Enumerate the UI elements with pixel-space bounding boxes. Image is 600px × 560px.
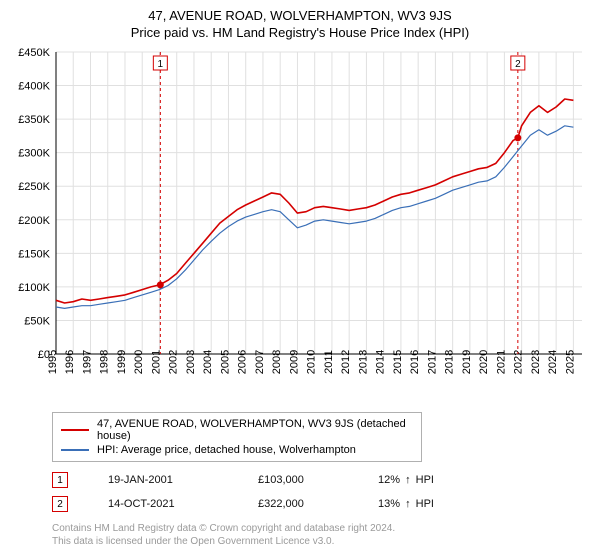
svg-text:2017: 2017	[426, 350, 438, 374]
svg-text:2008: 2008	[271, 350, 283, 374]
footer-line2: This data is licensed under the Open Gov…	[52, 535, 586, 548]
svg-text:1999: 1999	[116, 350, 128, 374]
arrow-up-icon: ↑	[405, 498, 411, 510]
svg-text:£250K: £250K	[18, 181, 50, 193]
legend-label: HPI: Average price, detached house, Wolv…	[97, 444, 356, 456]
footer-line1: Contains HM Land Registry data © Crown c…	[52, 522, 586, 535]
event-date: 19-JAN-2001	[108, 474, 218, 486]
legend-box: 47, AVENUE ROAD, WOLVERHAMPTON, WV3 9JS …	[52, 412, 422, 462]
event-badge: 2	[52, 496, 68, 512]
chart-subtitle: Price paid vs. HM Land Registry's House …	[10, 25, 590, 40]
event-price: £322,000	[258, 498, 338, 510]
event-badge: 1	[52, 472, 68, 488]
svg-text:2010: 2010	[306, 350, 318, 374]
svg-text:2005: 2005	[219, 350, 231, 374]
event-pct: 13% ↑ HPI	[378, 498, 468, 510]
svg-text:2007: 2007	[254, 350, 266, 374]
event-row: 2 14-OCT-2021 £322,000 13% ↑ HPI	[52, 492, 586, 516]
svg-text:£400K: £400K	[18, 81, 50, 93]
event-row: 1 19-JAN-2001 £103,000 12% ↑ HPI	[52, 468, 586, 492]
svg-text:2014: 2014	[375, 350, 387, 374]
svg-text:2025: 2025	[564, 350, 576, 374]
svg-text:2020: 2020	[478, 350, 490, 374]
chart-container: 47, AVENUE ROAD, WOLVERHAMPTON, WV3 9JS …	[0, 0, 600, 560]
svg-text:2000: 2000	[133, 350, 145, 374]
event-date: 14-OCT-2021	[108, 498, 218, 510]
svg-text:£50K: £50K	[24, 315, 50, 327]
svg-text:2013: 2013	[357, 350, 369, 374]
svg-text:2015: 2015	[392, 350, 404, 374]
legend-swatch	[61, 429, 89, 431]
svg-text:£350K: £350K	[18, 114, 50, 126]
svg-text:2023: 2023	[530, 350, 542, 374]
svg-text:2019: 2019	[461, 350, 473, 374]
chart-area: £0£50K£100K£150K£200K£250K£300K£350K£400…	[10, 46, 590, 406]
svg-text:2009: 2009	[288, 350, 300, 374]
event-pct: 12% ↑ HPI	[378, 474, 468, 486]
legend-item: 47, AVENUE ROAD, WOLVERHAMPTON, WV3 9JS …	[61, 417, 413, 443]
svg-text:2022: 2022	[513, 350, 525, 374]
svg-text:£100K: £100K	[18, 282, 50, 294]
svg-text:2004: 2004	[202, 350, 214, 374]
svg-text:2012: 2012	[340, 350, 352, 374]
arrow-up-icon: ↑	[405, 474, 411, 486]
svg-text:2018: 2018	[444, 350, 456, 374]
svg-text:2006: 2006	[237, 350, 249, 374]
svg-text:2021: 2021	[495, 350, 507, 374]
footer-attribution: Contains HM Land Registry data © Crown c…	[52, 522, 586, 548]
svg-text:2: 2	[515, 59, 521, 70]
svg-text:1995: 1995	[47, 350, 59, 374]
svg-text:£450K: £450K	[18, 47, 50, 59]
svg-text:2002: 2002	[168, 350, 180, 374]
svg-text:2003: 2003	[185, 350, 197, 374]
legend-swatch	[61, 449, 89, 451]
chart-svg: £0£50K£100K£150K£200K£250K£300K£350K£400…	[10, 46, 590, 406]
events-table: 1 19-JAN-2001 £103,000 12% ↑ HPI 2 14-OCT-202…	[52, 468, 586, 516]
svg-text:2016: 2016	[409, 350, 421, 374]
svg-text:1: 1	[158, 59, 164, 70]
chart-title: 47, AVENUE ROAD, WOLVERHAMPTON, WV3 9JS	[10, 8, 590, 23]
svg-text:1996: 1996	[64, 350, 76, 374]
event-price: £103,000	[258, 474, 338, 486]
svg-text:2024: 2024	[547, 350, 559, 374]
svg-text:£300K: £300K	[18, 148, 50, 160]
svg-text:£200K: £200K	[18, 215, 50, 227]
svg-text:£150K: £150K	[18, 248, 50, 260]
svg-text:1997: 1997	[81, 350, 93, 374]
legend-label: 47, AVENUE ROAD, WOLVERHAMPTON, WV3 9JS …	[97, 418, 413, 442]
legend-item: HPI: Average price, detached house, Wolv…	[61, 443, 413, 457]
svg-text:1998: 1998	[99, 350, 111, 374]
